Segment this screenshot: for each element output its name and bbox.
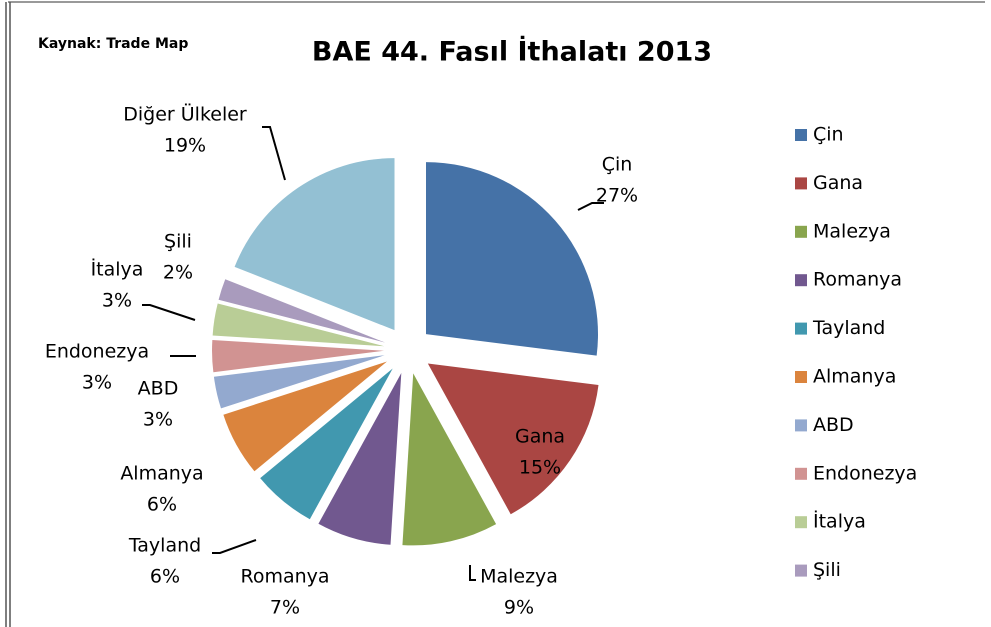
pie-slice <box>427 363 599 515</box>
slice-label-name: Almanya <box>120 463 203 485</box>
legend-label: Çin <box>813 124 844 146</box>
pie-slice <box>260 368 393 520</box>
legend-label: Şili <box>813 559 841 581</box>
pie-slice <box>213 355 385 409</box>
legend-swatch <box>795 177 807 190</box>
legend-swatch <box>795 371 807 383</box>
legend-label: Romanya <box>813 269 902 291</box>
slice-label-name: Tayland <box>128 535 201 557</box>
legend-label: Gana <box>813 172 863 194</box>
pie-slice <box>218 279 386 343</box>
pie-slice <box>212 303 385 347</box>
legend-label: Tayland <box>812 317 885 339</box>
slice-label-value: 6% <box>150 566 180 588</box>
legend-swatch <box>795 129 807 141</box>
pie-slice <box>212 339 385 373</box>
slice-label-name: Çin <box>602 154 633 176</box>
slice-label-name: Şili <box>164 231 192 253</box>
slice-label-value: 3% <box>143 409 173 431</box>
legend-label: Malezya <box>813 220 891 242</box>
pie-slice <box>234 158 395 331</box>
slice-label-value: 9% <box>504 597 534 619</box>
slice-label-value: 3% <box>82 372 112 394</box>
legend-swatch <box>795 467 807 480</box>
slice-label-name: Gana <box>515 426 565 448</box>
legend-label: İtalya <box>813 510 866 533</box>
slice-label-name: Malezya <box>480 566 558 588</box>
legend-label: Endonezya <box>813 462 917 484</box>
slice-label-value: 2% <box>163 262 193 284</box>
legend-label: ABD <box>813 414 854 436</box>
leader-line <box>212 539 257 554</box>
legend-swatch <box>795 322 807 335</box>
legend-swatch <box>795 564 807 577</box>
pie-slice <box>426 162 599 356</box>
source: Kaynak: Trade Map <box>38 36 188 52</box>
slice-label-value: 6% <box>147 494 177 516</box>
pie-slice <box>223 361 387 472</box>
leader-line <box>469 565 476 581</box>
leader-line <box>262 126 286 181</box>
pie-slice <box>318 373 402 545</box>
legend-swatch <box>795 516 807 529</box>
pie-slice <box>402 373 497 546</box>
slice-label-value: 19% <box>164 135 206 157</box>
slice-label-name: Endonezya <box>45 341 149 363</box>
slice-label-name: Diğer Ülkeler <box>123 103 247 126</box>
legend-label: Almanya <box>813 366 896 388</box>
slice-label-value: 7% <box>270 597 300 619</box>
legend-swatch <box>795 274 807 287</box>
slice-label-name: İtalya <box>91 258 144 281</box>
slice-label-value: 15% <box>519 457 561 479</box>
slice-label-value: 3% <box>102 290 132 312</box>
legend-swatch <box>795 225 807 238</box>
leader-line <box>577 202 604 211</box>
slice-label-value: 27% <box>596 185 638 207</box>
slice-label-name: Romanya <box>240 566 329 588</box>
chart-title: BAE 44. Fasıl İthalatı 2013 <box>312 36 712 68</box>
legend-swatch <box>795 419 807 432</box>
slice-label-name: ABD <box>138 378 179 400</box>
leader-line <box>142 304 196 321</box>
